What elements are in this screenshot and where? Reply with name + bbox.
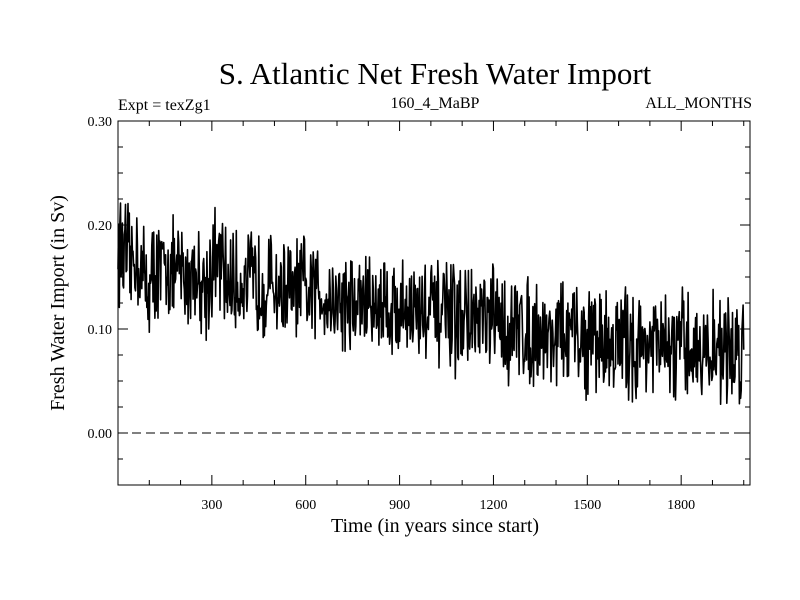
series-line-fresh-water-import [117,202,745,405]
x-tick-label: 300 [201,498,222,513]
y-axis-label: Fresh Water Import (in Sv) [47,195,69,411]
y-tick-label: 0.00 [88,427,113,442]
chart-title: S. Atlantic Net Fresh Water Import [219,56,652,91]
x-tick-label: 1200 [479,498,507,513]
period-label: 160_4_MaBP [391,95,480,112]
x-tick-label: 1500 [573,498,601,513]
y-tick-label: 0.30 [88,115,113,130]
x-tick-labels: 300 600 900 1200 1500 1800 [201,498,695,513]
months-label: ALL_MONTHS [645,95,752,112]
x-tick-label: 600 [295,498,316,513]
plot-frame [117,120,751,486]
x-tick-label: 900 [389,498,410,513]
y-tick-labels: 0.00 0.10 0.20 0.30 [88,115,113,442]
y-tick-label: 0.10 [88,323,113,338]
experiment-label: Expt = texZg1 [118,97,211,114]
y-tick-label: 0.20 [88,219,113,234]
x-tick-label: 1800 [667,498,695,513]
x-axis-label: Time (in years since start) [331,515,539,537]
